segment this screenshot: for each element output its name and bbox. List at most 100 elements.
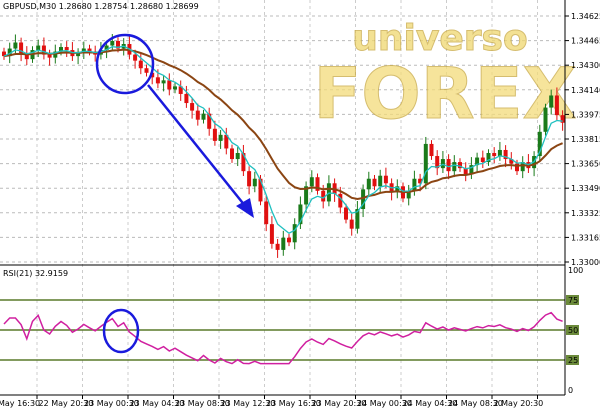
bear-candle bbox=[383, 175, 388, 184]
bull-candle bbox=[309, 177, 314, 187]
bear-candle bbox=[144, 68, 149, 73]
bull-candle bbox=[173, 86, 177, 90]
bull-candle bbox=[76, 53, 81, 57]
bull-candle bbox=[423, 143, 428, 184]
bear-candle bbox=[155, 77, 160, 84]
bear-candle bbox=[167, 80, 172, 90]
bear-candle bbox=[503, 149, 508, 160]
time-tick-label: 23 May 08:30 bbox=[175, 399, 230, 408]
bear-candle bbox=[64, 47, 69, 51]
bear-candle bbox=[315, 177, 320, 191]
bull-candle bbox=[486, 153, 491, 163]
fast-moving-average bbox=[3, 45, 563, 234]
bear-candle bbox=[207, 113, 212, 129]
bull-candle bbox=[218, 134, 223, 141]
bear-candle bbox=[338, 193, 343, 208]
bull-candle bbox=[549, 95, 554, 108]
bear-candle bbox=[321, 190, 326, 202]
bear-candle bbox=[435, 156, 440, 169]
bull-candle bbox=[469, 165, 474, 175]
time-tick-label: 2 May 20:30 bbox=[494, 399, 544, 408]
rsi-line bbox=[3, 311, 563, 365]
rsi-label: RSI(21) 32.9159 bbox=[3, 269, 68, 278]
price-tick-label: 1.34625 bbox=[571, 12, 600, 21]
bull-candle bbox=[355, 209, 360, 229]
time-tick-label: 23 May 04:30 bbox=[130, 399, 185, 408]
time-tick-label: May 16:30 bbox=[0, 399, 40, 408]
price-tick-label: 1.33000 bbox=[571, 258, 600, 267]
bear-candle bbox=[190, 103, 195, 111]
price-tick-label: 1.33165 bbox=[571, 233, 600, 242]
level-badge bbox=[566, 295, 579, 305]
bear-candle bbox=[509, 159, 514, 164]
time-tick-label: 24 May 08:30 bbox=[448, 399, 503, 408]
bull-candle bbox=[292, 224, 297, 243]
bear-candle bbox=[258, 178, 263, 202]
bear-candle bbox=[87, 48, 92, 52]
bear-candle bbox=[429, 143, 434, 157]
time-tick-label: 24 May 00:30 bbox=[357, 399, 412, 408]
time-tick-label: 23 May 12:30 bbox=[221, 399, 276, 408]
bull-candle bbox=[520, 162, 525, 172]
time-tick-label: 22 May 20:30 bbox=[39, 399, 94, 408]
rsi-tick-label: 100 bbox=[568, 266, 583, 275]
bear-candle bbox=[515, 163, 519, 172]
bull-candle bbox=[497, 149, 502, 157]
price-tick-label: 1.34465 bbox=[571, 37, 600, 46]
price-tick-label: 1.33815 bbox=[571, 135, 600, 144]
bear-candle bbox=[116, 40, 120, 49]
time-tick-label: 23 May 16:30 bbox=[266, 399, 321, 408]
bull-candle bbox=[298, 204, 303, 225]
bull-candle bbox=[366, 178, 371, 190]
bear-candle bbox=[458, 162, 462, 169]
bull-candle bbox=[281, 237, 286, 250]
bull-candle bbox=[361, 189, 366, 210]
bear-candle bbox=[224, 134, 229, 149]
bear-candle bbox=[372, 178, 377, 187]
bear-candle bbox=[264, 201, 269, 225]
bull-candle bbox=[201, 113, 206, 120]
bull-candle bbox=[7, 48, 12, 57]
arrow-head-icon bbox=[236, 198, 254, 218]
bear-candle bbox=[349, 219, 354, 229]
annotations bbox=[95, 33, 254, 354]
bear-candle bbox=[275, 243, 280, 250]
time-tick-label: 23 May 00:30 bbox=[84, 399, 139, 408]
rsi-tick-label: 75 bbox=[568, 296, 578, 305]
bull-candle bbox=[440, 159, 445, 169]
bull-candle bbox=[252, 178, 257, 187]
bull-candle bbox=[412, 178, 417, 191]
bull-candle bbox=[537, 131, 542, 157]
price-tick-label: 1.33975 bbox=[571, 110, 600, 119]
bear-candle bbox=[480, 157, 485, 163]
trend-arrow bbox=[147, 84, 251, 213]
bear-candle bbox=[418, 178, 423, 184]
bull-candle bbox=[378, 175, 383, 187]
bull-candle bbox=[475, 157, 480, 166]
bull-candle bbox=[395, 186, 400, 193]
bear-candle bbox=[2, 51, 6, 57]
bull-candle bbox=[59, 47, 63, 52]
bear-candle bbox=[492, 153, 497, 157]
time-tick-label: 24 May 04:30 bbox=[403, 399, 458, 408]
bear-candle bbox=[241, 153, 246, 172]
time-tick-label: 23 May 20:30 bbox=[312, 399, 367, 408]
bear-candle bbox=[212, 128, 217, 141]
bear-candle bbox=[184, 93, 189, 104]
bear-candle bbox=[41, 45, 46, 55]
bear-candle bbox=[344, 207, 348, 220]
symbol-header: GBPUSD,M30 1.28680 1.28754 1.28680 1.286… bbox=[3, 2, 199, 11]
bear-candle bbox=[138, 60, 143, 69]
bull-candle bbox=[110, 40, 115, 46]
price-tick-label: 1.33490 bbox=[571, 184, 600, 193]
bear-candle bbox=[463, 168, 468, 175]
bull-candle bbox=[104, 45, 109, 51]
bear-candle bbox=[554, 95, 559, 116]
bear-candle bbox=[560, 115, 565, 123]
bull-candle bbox=[543, 107, 548, 132]
svg-text:universo: universo bbox=[352, 18, 527, 59]
bear-candle bbox=[247, 171, 252, 187]
price-tick-label: 1.34140 bbox=[571, 86, 600, 95]
price-tick-label: 1.33650 bbox=[571, 160, 600, 169]
